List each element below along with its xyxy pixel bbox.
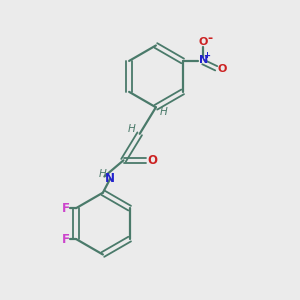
Text: O: O bbox=[218, 64, 227, 74]
Text: H: H bbox=[99, 169, 107, 179]
Text: F: F bbox=[62, 232, 70, 246]
Text: N: N bbox=[105, 172, 115, 185]
Text: F: F bbox=[62, 202, 70, 215]
Text: O: O bbox=[199, 37, 208, 47]
Text: H: H bbox=[160, 107, 168, 117]
Text: H: H bbox=[128, 124, 136, 134]
Text: +: + bbox=[203, 51, 210, 60]
Text: N: N bbox=[199, 55, 208, 65]
Text: O: O bbox=[148, 154, 158, 167]
Text: -: - bbox=[207, 32, 212, 45]
